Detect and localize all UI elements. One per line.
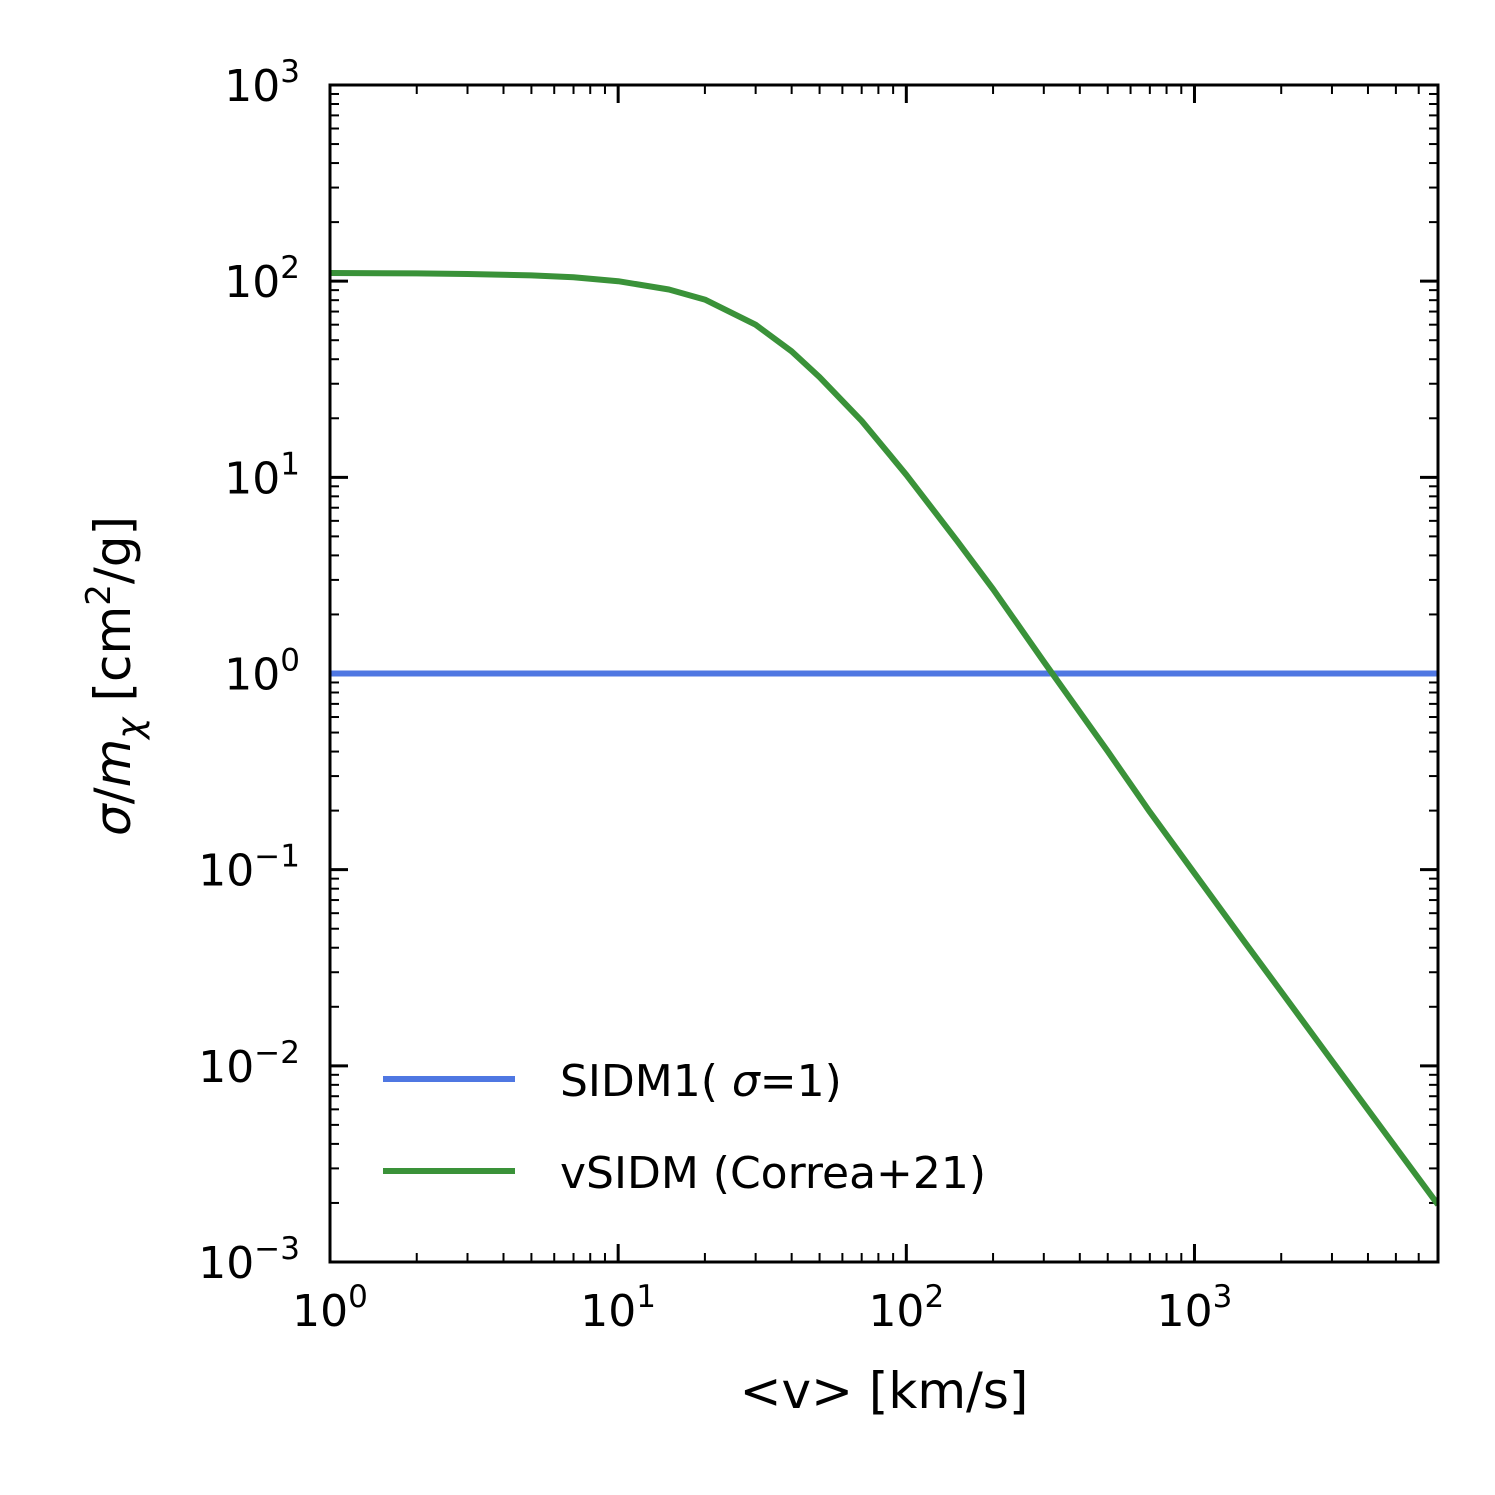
y-tick-label: 10−1 — [198, 839, 300, 897]
plot-series — [330, 270, 1438, 1207]
legend-label: SIDM1( σ=1) — [560, 1056, 842, 1107]
y-label-m: m — [84, 739, 142, 788]
x-tick-label: 101 — [580, 1279, 656, 1337]
legend: SIDM1( σ=1) vSIDM (Correa+21) — [383, 1056, 986, 1199]
y-tick-label: 100 — [224, 643, 300, 701]
x-tick-label: 103 — [1157, 1279, 1233, 1337]
y-tick-label: 103 — [224, 54, 300, 112]
x-tick-label: 102 — [868, 1279, 944, 1337]
series-line-vsidm — [330, 270, 1438, 1207]
y-axis-label: σ/mχ [cm2/g] — [79, 516, 151, 836]
y-label-sigma: σ — [84, 803, 142, 836]
legend-label: vSIDM (Correa+21) — [560, 1148, 986, 1199]
y-label-units-close: /g] — [84, 516, 142, 584]
tick-labels: 100 101 102 103 10−3 10−2 10−1 100 101 102 103 — [198, 54, 1232, 1337]
y-tick-label: 101 — [224, 446, 300, 504]
plot-frame — [328, 83, 1440, 1264]
y-label-units-sup: 2 — [79, 584, 119, 606]
y-tick-label: 10−2 — [198, 1035, 300, 1093]
x-axis-label: <v> [km/s] — [740, 1362, 1029, 1420]
y-label-units-open: [cm — [84, 606, 142, 718]
y-tick-label: 10−3 — [198, 1231, 300, 1289]
x-tick-label: 100 — [292, 1279, 368, 1337]
y-label-slash: / — [84, 787, 142, 804]
y-tick-label: 102 — [224, 250, 300, 308]
y-label-chi: χ — [110, 716, 151, 741]
